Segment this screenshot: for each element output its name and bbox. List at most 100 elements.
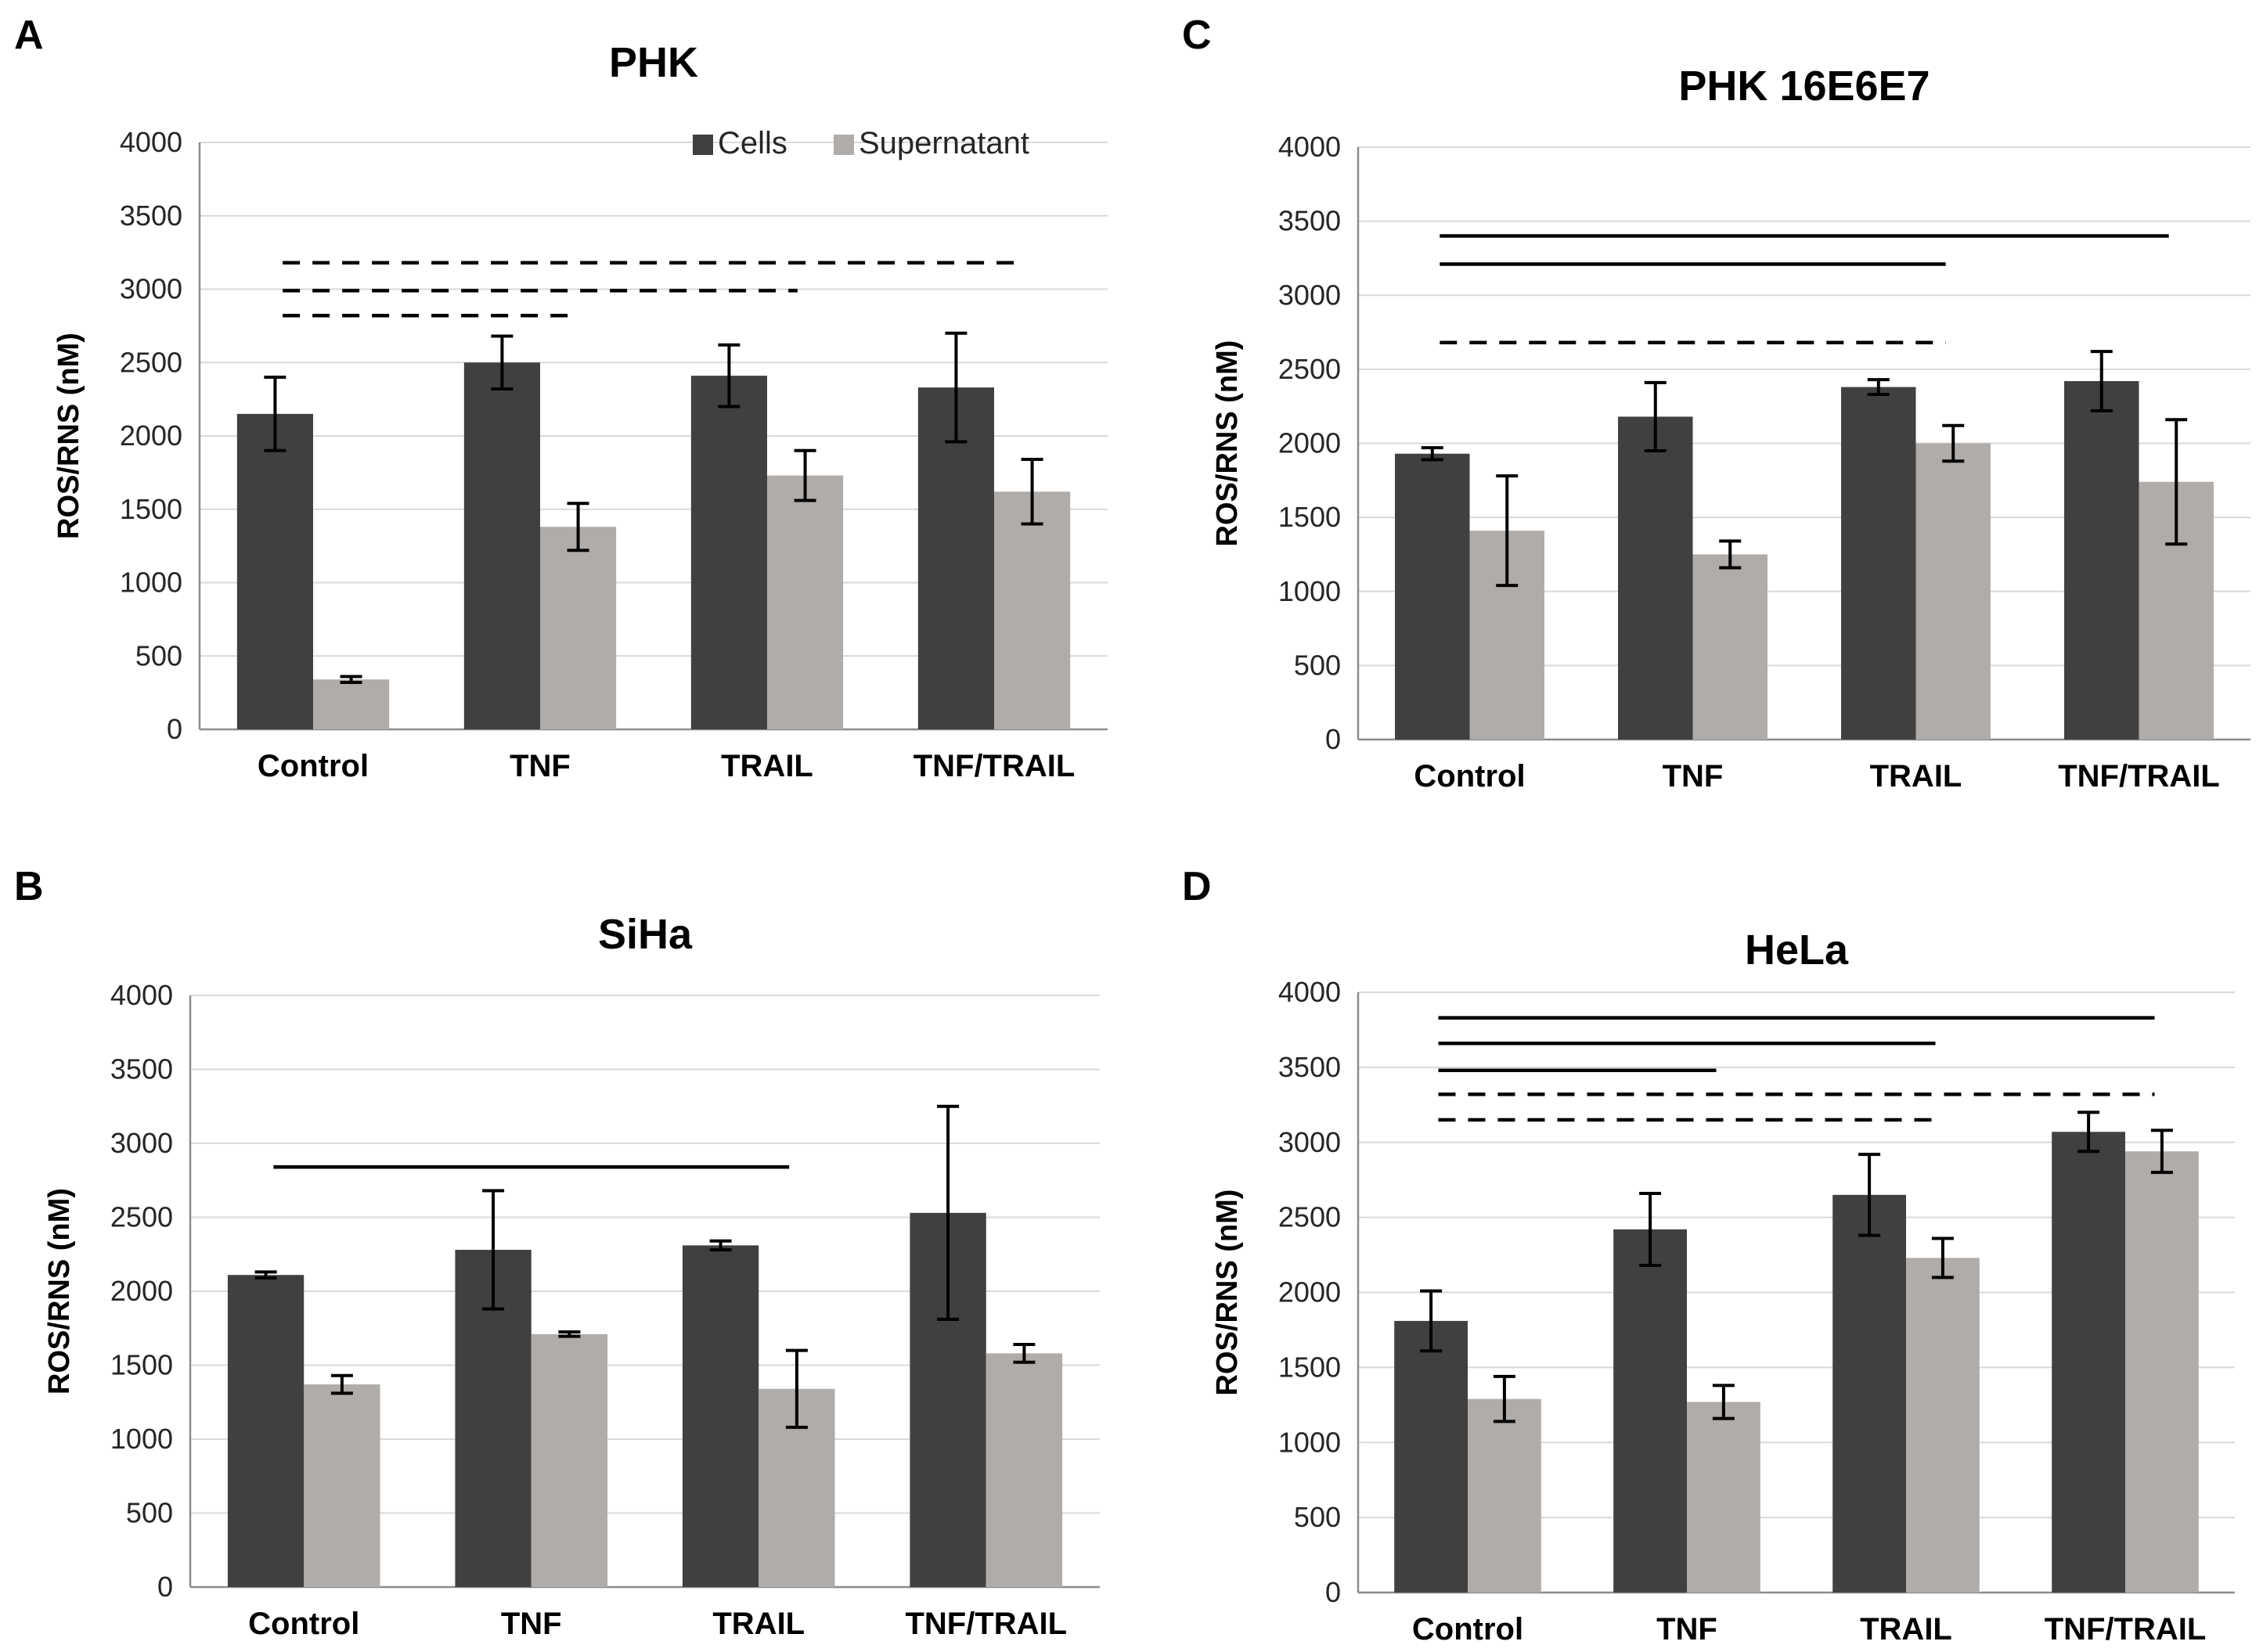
bar-cells-trail — [690, 376, 767, 729]
y-axis-label: ROS/RNS (nM) — [1211, 340, 1244, 547]
panel-letter: C — [1182, 13, 1212, 58]
chart-title: PHK — [609, 39, 698, 86]
error-bar — [1013, 1343, 1036, 1364]
bar-cells-tnf-trail — [917, 387, 994, 729]
error-bar — [330, 1373, 353, 1395]
bar-cells-tnf — [463, 362, 540, 729]
error-bar — [2077, 1110, 2100, 1154]
bar-supernatant-trail — [1906, 1258, 1980, 1593]
error-bar — [482, 1189, 505, 1311]
bar-supernatant-tnf-trail — [2125, 1151, 2199, 1593]
y-tick-label: 3500 — [1278, 1051, 1341, 1083]
y-tick-label: 2500 — [1278, 1201, 1341, 1233]
bar-cells-trail — [1841, 387, 1916, 740]
y-tick-label: 3500 — [1278, 205, 1341, 237]
y-tick-label: 500 — [1294, 1501, 1341, 1533]
legend-label: Supernatant — [859, 126, 1029, 160]
error-bar — [1942, 423, 1965, 463]
chart-title: SiHa — [598, 911, 693, 958]
y-tick-label: 500 — [126, 1497, 173, 1529]
y-axis-label: ROS/RNS (nM) — [52, 333, 85, 539]
bar-supernatant-tnf — [1687, 1402, 1760, 1593]
y-tick-label: 500 — [135, 639, 182, 671]
legend-label: Cells — [718, 126, 787, 160]
y-tick-label: 2000 — [1278, 427, 1341, 459]
bar-supernatant-tnf-trail — [994, 491, 1071, 729]
y-tick-label: 3000 — [110, 1127, 173, 1159]
error-bar — [709, 1239, 732, 1252]
chart-title: PHK 16E6E7 — [1678, 63, 1930, 110]
x-category-label: TNF — [501, 1607, 562, 1641]
error-bar — [1644, 380, 1667, 452]
y-tick-label: 0 — [1325, 723, 1341, 755]
y-tick-label: 2500 — [1278, 353, 1341, 385]
y-tick-label: 1000 — [110, 1423, 173, 1455]
y-tick-label: 0 — [1325, 1576, 1341, 1608]
y-tick-label: 1000 — [1278, 575, 1341, 607]
chart-panel-d: D HeLa 0 500 1000 1500 2000 2500 3000 3500 4000 ROS… — [1182, 864, 2235, 1647]
y-tick-label: 0 — [157, 1571, 173, 1603]
error-bar — [1493, 1374, 1515, 1423]
error-bar — [1719, 539, 1742, 570]
bar-cells-tnf — [1613, 1229, 1687, 1593]
error-bar — [1931, 1236, 1954, 1279]
error-bar — [718, 343, 741, 409]
y-tick-label: 4000 — [110, 979, 173, 1011]
bar-supernatant-tnf — [1692, 554, 1768, 740]
y-tick-label: 4000 — [120, 126, 182, 158]
y-axis-label: ROS/RNS (nM) — [1211, 1190, 1244, 1396]
error-bar — [2150, 1128, 2173, 1175]
y-tick-label: 500 — [1294, 649, 1341, 681]
error-bar — [785, 1348, 808, 1429]
bar-supernatant-trail — [767, 475, 844, 729]
error-bar — [1021, 458, 1043, 526]
chart-panel-b: B SiHa 0 500 1000 1500 2000 2500 3000 3500 4000 ROS… — [14, 864, 1100, 1641]
x-category-label: TRAIL — [1870, 759, 1962, 794]
y-tick-label: 2000 — [1278, 1276, 1341, 1308]
error-bar — [794, 448, 816, 502]
y-tick-label: 4000 — [1278, 976, 1341, 1008]
bar-cells-trail — [1832, 1194, 1906, 1593]
bar-supernatant-tnf — [540, 527, 617, 729]
y-tick-label: 3500 — [110, 1053, 173, 1085]
error-bar — [1712, 1384, 1735, 1420]
bar-supernatant-control — [1468, 1398, 1541, 1593]
error-bar — [558, 1330, 581, 1338]
y-tick-label: 1000 — [1278, 1426, 1341, 1458]
chart-title: HeLa — [1745, 927, 1849, 974]
bar-supernatant-trail — [1915, 443, 1991, 740]
y-tick-label: 4000 — [1278, 131, 1341, 163]
bar-supernatant-tnf-trail — [986, 1353, 1063, 1587]
panel-letter: B — [14, 864, 44, 909]
x-category-label: Control — [258, 749, 369, 783]
y-tick-label: 1500 — [110, 1349, 173, 1381]
legend-swatch-cells — [693, 135, 713, 155]
y-tick-label: 2000 — [110, 1275, 173, 1307]
y-axis-label: ROS/RNS (nM) — [43, 1188, 76, 1395]
error-bar — [1420, 1289, 1443, 1353]
x-category-label: TRAIL — [1860, 1612, 1952, 1647]
error-bar — [1496, 474, 1519, 588]
x-category-label: TNF — [1656, 1612, 1717, 1647]
bar-cells-control — [1395, 453, 1470, 740]
legend-swatch-supernatant — [834, 135, 854, 155]
bar-cells-tnf — [1618, 416, 1693, 740]
x-category-label: TNF/TRAIL — [2045, 1612, 2207, 1647]
y-tick-label: 2500 — [120, 346, 182, 378]
error-bar — [1867, 378, 1890, 397]
x-category-label: TRAIL — [712, 1607, 805, 1641]
error-bar — [1421, 446, 1443, 462]
y-tick-label: 1500 — [120, 493, 182, 525]
error-bar — [937, 1104, 960, 1321]
x-category-label: Control — [1412, 1612, 1523, 1647]
y-tick-label: 1500 — [1278, 1351, 1341, 1383]
error-bar — [945, 331, 968, 444]
chart-panel-a: A PHK 0 500 1000 1500 2000 2500 3000 3500 4000 ROS/… — [14, 13, 1108, 783]
x-category-label: TNF — [510, 749, 571, 783]
y-tick-label: 1500 — [1278, 501, 1341, 533]
y-tick-label: 2500 — [110, 1201, 173, 1233]
error-bar — [1639, 1191, 1662, 1267]
bar-cells-control — [227, 1275, 304, 1587]
error-bar — [1858, 1153, 1881, 1237]
